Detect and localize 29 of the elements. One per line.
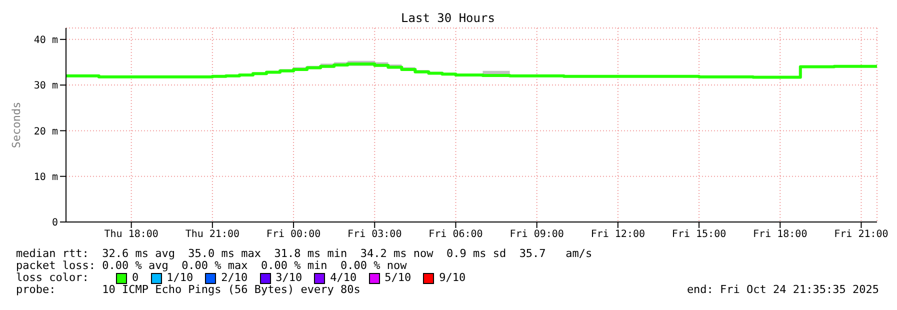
x-tick-label: Fri 21:00 (834, 229, 888, 240)
legend-label: 1/10 (166, 271, 194, 284)
y-axis-title: Seconds (10, 102, 23, 148)
legend-label: 5/10 (384, 271, 412, 284)
y-tick-label: 30 m (34, 80, 58, 92)
legend-label: 4/10 (329, 271, 357, 284)
legend-label: 0 (131, 271, 139, 284)
x-tick-label: Fri 03:00 (348, 229, 402, 240)
x-tick-label: Fri 06:00 (428, 229, 483, 240)
chart-title: Last 30 Hours (401, 11, 495, 25)
x-tick-label: Fri 18:00 (753, 229, 808, 240)
x-tick-label: Fri 09:00 (510, 229, 564, 240)
x-tick-label: Thu 18:00 (104, 229, 158, 240)
text: end: Fri Oct 24 21:35:35 2025 (686, 283, 880, 296)
legend-label: 9/10 (438, 271, 466, 284)
legend-label: 3/10 (274, 271, 302, 284)
legend-label: 2/10 (220, 271, 248, 284)
y-tick-label: 0 (52, 218, 58, 229)
x-tick-label: Fri 00:00 (266, 229, 321, 240)
text: packet loss: 0.00 % avg 0.00 % max 0.00 % min 0.00 % now (16, 259, 408, 272)
text: probe: 10 ICMP Echo Pings (56 Bytes) every 80s (16, 283, 360, 296)
y-tick-label: 40 m (34, 34, 58, 46)
text: median rtt: 32.6 ms avg 35.0 ms max 31.8 ms min 34.2 ms now 0.9 ms sd 35.7 am/s (16, 247, 594, 260)
y-tick-label: 10 m (34, 172, 58, 183)
x-tick-label: Fri 15:00 (672, 229, 726, 240)
x-tick-label: Thu 21:00 (185, 229, 240, 240)
x-tick-label: Fri 12:00 (590, 229, 646, 240)
y-tick-label: 20 m (34, 126, 58, 138)
legend-title: loss color: (16, 271, 90, 284)
